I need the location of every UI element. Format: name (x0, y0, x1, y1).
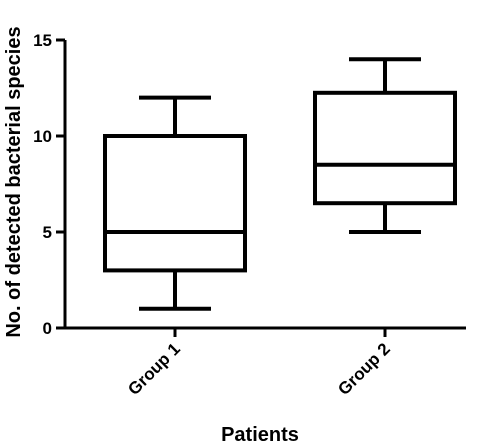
x-axis-title: Patients (221, 424, 299, 443)
y-tick-label: 5 (43, 223, 52, 242)
x-category-label: Group 2 (334, 339, 394, 399)
y-axis-title: No. of detected bacterial species (3, 26, 25, 337)
y-axis: 0 5 10 15 (33, 31, 67, 338)
iqr-box (313, 90, 457, 206)
iqr-box (103, 134, 247, 273)
box-1 (103, 95, 247, 311)
y-tick-label: 10 (33, 127, 52, 146)
x-axis: Group 1 Group 2 (65, 326, 466, 399)
y-tick-label: 0 (43, 319, 52, 338)
y-tick-label: 15 (33, 31, 52, 50)
boxes (103, 57, 457, 311)
box-2 (313, 57, 457, 234)
x-category-label: Group 1 (124, 339, 184, 399)
